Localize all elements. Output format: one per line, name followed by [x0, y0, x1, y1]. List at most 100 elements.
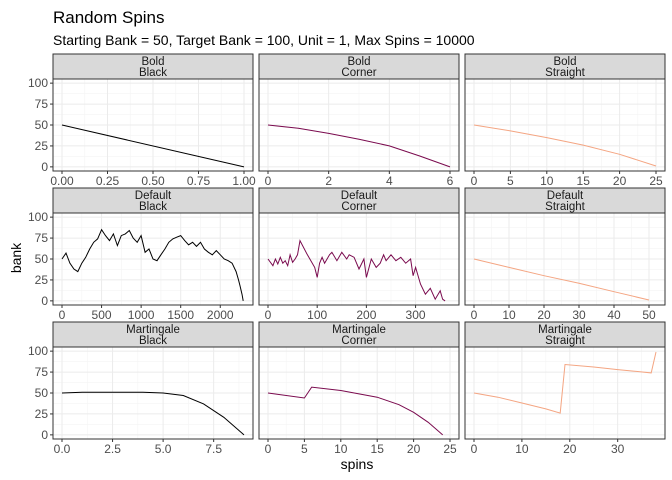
strip-label-bet: Straight [545, 201, 585, 213]
x-axis-title: spins [341, 456, 374, 472]
strip-label-bet: Corner [341, 67, 376, 79]
x-tick-label: 0.50 [141, 174, 165, 188]
x-tick-label: 5 [507, 174, 514, 188]
panel-border [464, 346, 666, 440]
x-tick-label: 1.00 [232, 174, 256, 188]
strip-label-strategy: Default [341, 190, 378, 202]
x-tick-label: 0.0 [54, 442, 71, 456]
strip-label-strategy: Bold [347, 56, 370, 68]
series-line-default-straight [473, 258, 650, 301]
strip-label-strategy: Martingale [538, 324, 592, 336]
series-line-martingale-straight [473, 351, 657, 414]
x-tick-label: 0 [265, 174, 272, 188]
panel-border [464, 212, 666, 306]
strip-martingale-corner [258, 321, 460, 348]
series-line-bold-straight [473, 124, 657, 167]
y-tick-label: 100 [28, 76, 48, 90]
x-tick-label: 0 [471, 174, 478, 188]
strip-martingale-black [52, 321, 254, 348]
chart-subtitle: Starting Bank = 50, Target Bank = 100, U… [53, 32, 475, 48]
x-tick-label: 0.75 [187, 174, 211, 188]
strip-bold-corner [258, 53, 460, 80]
panel-border [258, 212, 460, 306]
x-tick-label: 5.0 [155, 442, 172, 456]
x-tick-label: 15 [577, 174, 591, 188]
series-line-default-black [61, 228, 244, 301]
x-tick-label: 30 [572, 308, 586, 322]
x-tick-label: 10 [502, 308, 516, 322]
series-line-bold-corner [267, 124, 451, 168]
x-tick-label: 100 [307, 308, 327, 322]
x-tick-label: 30 [611, 442, 625, 456]
y-axis-title: bank [8, 242, 24, 273]
strip-label-strategy: Default [135, 190, 172, 202]
x-tick-label: 1500 [167, 308, 194, 322]
x-tick-label: 0.25 [96, 174, 120, 188]
x-tick-label: 2000 [207, 308, 234, 322]
strip-label-strategy: Bold [553, 56, 576, 68]
y-tick-label: 0 [41, 428, 48, 442]
x-tick-label: 200 [356, 308, 376, 322]
x-tick-label: 10 [334, 442, 348, 456]
strip-default-black [52, 187, 254, 214]
x-tick-label: 0 [265, 442, 272, 456]
y-tick-label: 25 [35, 407, 49, 421]
x-tick-label: 0 [471, 442, 478, 456]
chart-title: Random Spins [53, 8, 165, 27]
x-tick-label: 10 [515, 442, 529, 456]
panel-border [464, 78, 666, 172]
x-tick-label: 0 [59, 308, 66, 322]
y-tick-label: 75 [35, 365, 49, 379]
series-line-bold-black [61, 124, 245, 168]
x-tick-label: 10 [540, 174, 554, 188]
strip-label-strategy: Bold [141, 56, 164, 68]
x-tick-label: 7.5 [205, 442, 222, 456]
strip-label-bet: Corner [341, 201, 376, 213]
strip-label-bet: Corner [341, 335, 376, 347]
y-tick-label: 0 [41, 160, 48, 174]
x-tick-label: 25 [649, 174, 663, 188]
strip-label-strategy: Martingale [332, 324, 386, 336]
strip-label-bet: Straight [545, 335, 585, 347]
y-tick-label: 50 [35, 386, 49, 400]
panel-border [258, 78, 460, 172]
x-tick-label: 2 [325, 174, 332, 188]
x-tick-label: 0 [265, 308, 272, 322]
strip-default-straight [464, 187, 666, 214]
panel-border [258, 346, 460, 440]
strip-label-bet: Black [139, 335, 167, 347]
series-line-martingale-black [61, 391, 245, 436]
x-tick-label: 5 [301, 442, 308, 456]
x-tick-label: 15 [371, 442, 385, 456]
y-tick-label: 100 [28, 344, 48, 358]
x-tick-label: 0.00 [50, 174, 74, 188]
strip-label-strategy: Martingale [126, 324, 180, 336]
strip-bold-straight [464, 53, 666, 80]
x-tick-label: 20 [613, 174, 627, 188]
x-tick-label: 20 [407, 442, 421, 456]
y-tick-label: 0 [41, 294, 48, 308]
x-tick-label: 300 [406, 308, 426, 322]
y-tick-label: 100 [28, 210, 48, 224]
x-tick-label: 2.5 [104, 442, 121, 456]
strip-label-strategy: Default [547, 190, 584, 202]
strip-martingale-straight [464, 321, 666, 348]
strip-label-bet: Black [139, 67, 167, 79]
x-tick-label: 20 [563, 442, 577, 456]
x-tick-label: 40 [607, 308, 621, 322]
y-tick-label: 75 [35, 97, 49, 111]
strip-label-bet: Straight [545, 67, 585, 79]
x-tick-label: 1000 [128, 308, 155, 322]
y-tick-label: 75 [35, 231, 49, 245]
y-tick-label: 50 [35, 118, 49, 132]
series-line-default-corner [267, 239, 446, 302]
